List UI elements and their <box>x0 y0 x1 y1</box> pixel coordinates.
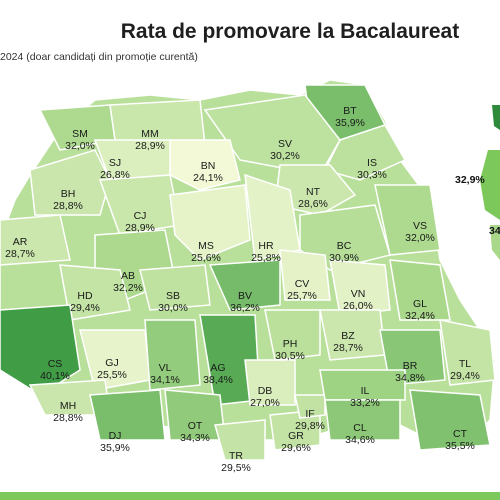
county-region-tl <box>439 319 496 386</box>
county-region-ot <box>164 389 226 441</box>
county-region-dj <box>89 389 166 441</box>
moldova-partial-shape-2 <box>490 225 500 260</box>
county-region-gl <box>389 259 451 321</box>
county-region-mm <box>109 99 206 146</box>
county-region-ar <box>0 214 71 266</box>
county-region-sv <box>203 94 341 176</box>
side-value-label-1: 32,9% <box>455 174 485 186</box>
side-value-label-2: 34 <box>489 225 500 237</box>
county-region-tr <box>214 419 266 461</box>
county-region-bv <box>208 259 281 311</box>
county-region-if <box>294 394 326 419</box>
bottom-accent-bar <box>0 492 500 500</box>
moldova-partial-shape <box>480 150 500 220</box>
county-region-il <box>319 369 406 401</box>
county-region-ph <box>264 309 321 361</box>
county-region-ct <box>409 389 491 451</box>
county-region-cv <box>279 249 331 301</box>
county-region-ms <box>169 184 251 261</box>
map-subtitle: 2024 (doar candidați din promoție curent… <box>0 51 198 63</box>
county-region-vl <box>144 319 201 391</box>
dark-corner-shape <box>492 105 500 130</box>
county-region-vn <box>329 259 391 316</box>
county-region-sb <box>139 264 211 311</box>
county-region-bh <box>29 149 111 216</box>
map-title: Rata de promovare la Bacalaureat <box>120 20 460 43</box>
county-region-db <box>244 359 296 406</box>
county-region-vs <box>374 184 441 256</box>
county-region-bz <box>319 309 386 361</box>
county-region-hd <box>59 264 131 321</box>
county-region-cl <box>324 399 401 441</box>
